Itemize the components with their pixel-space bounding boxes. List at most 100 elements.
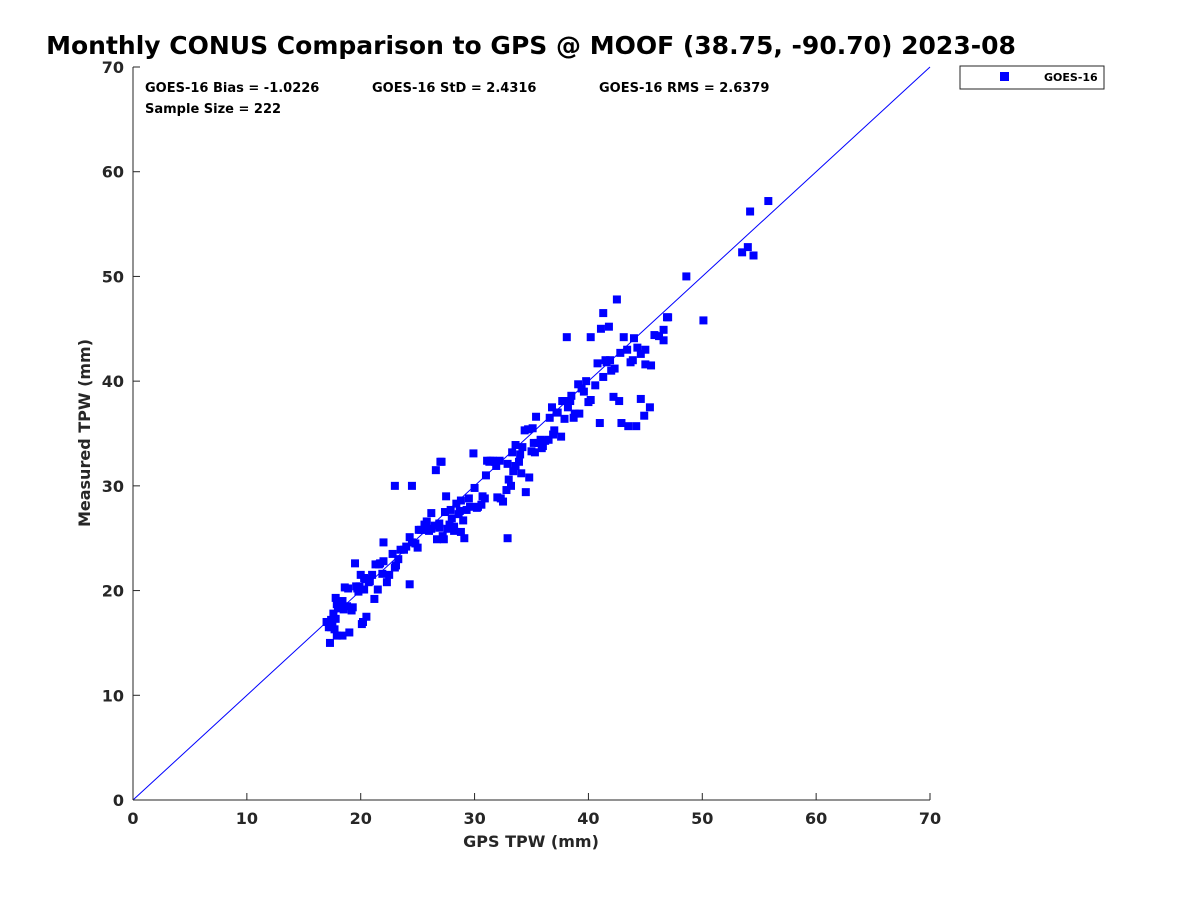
data-point [388,549,397,558]
data-point [511,461,520,470]
data-point [563,403,572,412]
chart-title: Monthly CONUS Comparison to GPS @ MOOF (… [46,31,1016,60]
x-tick-label: 20 [350,809,372,828]
data-point [414,525,423,534]
data-point [574,380,583,389]
data-point [456,496,465,505]
data-point [570,409,579,418]
data-point [599,309,608,318]
data-point [345,628,354,637]
data-point [641,345,650,354]
data-point [378,569,387,578]
data-point [650,331,659,340]
data-point [392,561,401,570]
data-point [351,559,360,568]
data-point [481,471,490,480]
data-point [450,522,459,531]
data-point [443,524,452,533]
data-point [636,394,645,403]
x-tick-label: 40 [577,809,599,828]
data-point [550,426,559,435]
y-axis-label: Measured TPW (mm) [75,339,94,527]
data-point [530,448,539,457]
data-point [566,397,575,406]
data-point [331,614,340,623]
data-point [427,509,436,518]
data-point [354,587,363,596]
data-point [569,413,578,422]
y-tick-label: 70 [102,58,124,77]
data-point [738,248,747,257]
data-point [413,543,422,552]
data-point [599,372,608,381]
data-point [633,343,642,352]
data-point [368,570,377,579]
data-point [492,461,501,470]
data-point [371,560,380,569]
data-point [394,555,403,564]
data-point [360,585,369,594]
data-point [640,411,649,420]
data-point [332,631,341,640]
y-tick-label: 10 [102,686,124,705]
x-axis-label: GPS TPW (mm) [463,832,599,851]
stats-box: GOES-16 Bias = -1.0226 GOES-16 StD = 2.4… [145,81,769,117]
data-point [332,600,341,609]
data-point [545,413,554,422]
data-point [431,466,440,475]
data-point [469,449,478,458]
data-point [447,514,456,523]
data-point [411,539,420,548]
data-point [331,593,340,602]
data-point [370,594,379,603]
data-point [480,494,489,503]
data-point [405,580,414,589]
data-point [607,366,616,375]
data-point [645,403,654,412]
data-point [390,481,399,490]
data-point [452,499,461,508]
data-point [641,360,650,369]
data-point [435,523,444,532]
data-point [682,272,691,281]
data-point [503,534,512,543]
data-point [343,602,352,611]
x-tick-label: 10 [236,809,258,828]
y-tick-label: 0 [113,791,124,810]
data-point [364,578,373,587]
data-point [420,525,429,534]
data-point [521,488,530,497]
data-point [628,356,637,365]
data-point [749,251,758,260]
data-point [525,473,534,482]
legend: GOES-16 [959,65,1105,90]
data-point [460,534,469,543]
stat-rms: GOES-16 RMS = 2.6379 [599,81,769,96]
x-tick-label: 70 [919,809,941,828]
data-point [659,336,668,345]
data-point [464,494,473,503]
data-point [450,526,459,535]
data-point [325,638,334,647]
data-point [516,450,525,459]
data-point [632,422,641,431]
data-point [362,612,371,621]
data-point [538,442,547,451]
data-point [593,359,602,368]
data-point [524,425,533,434]
data-point [528,424,537,433]
data-point [491,457,500,466]
data-point [459,516,468,525]
one-to-one-line [132,66,931,801]
data-point [619,333,628,342]
data-point [382,578,391,587]
y-tick-label: 40 [102,372,124,391]
data-point [422,517,431,526]
data-points [322,197,773,647]
data-point [446,505,455,514]
data-point [601,356,610,365]
y-tick-label: 50 [102,267,124,286]
data-point [624,422,633,431]
data-point [427,524,436,533]
